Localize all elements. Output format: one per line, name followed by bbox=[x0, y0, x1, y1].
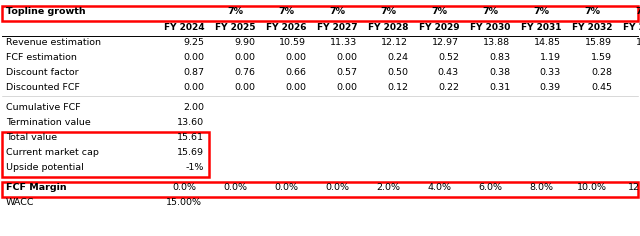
Text: 0.43: 0.43 bbox=[438, 68, 459, 77]
Text: 15.00%: 15.00% bbox=[166, 198, 202, 207]
Text: 7%: 7% bbox=[380, 7, 396, 16]
Text: 0.0%: 0.0% bbox=[223, 183, 247, 192]
Text: FCF estimation: FCF estimation bbox=[6, 53, 77, 62]
Text: 7%: 7% bbox=[482, 7, 498, 16]
Text: -1%: -1% bbox=[186, 163, 204, 172]
Text: 7%: 7% bbox=[635, 7, 640, 16]
Text: 0.45: 0.45 bbox=[591, 83, 612, 92]
Text: 0.38: 0.38 bbox=[489, 68, 510, 77]
Bar bbox=[2, 6, 638, 21]
Text: Termination value: Termination value bbox=[6, 118, 91, 127]
Text: 6.0%: 6.0% bbox=[478, 183, 502, 192]
Text: FY 2033: FY 2033 bbox=[623, 23, 640, 32]
Text: 0.00: 0.00 bbox=[336, 83, 357, 92]
Text: 9.25: 9.25 bbox=[183, 38, 204, 47]
Text: Topline growth: Topline growth bbox=[6, 7, 86, 16]
Text: 0.00: 0.00 bbox=[183, 53, 204, 62]
Text: 7%: 7% bbox=[278, 7, 294, 16]
Text: 0.0%: 0.0% bbox=[172, 183, 196, 192]
Text: 2.00: 2.00 bbox=[183, 103, 204, 112]
Text: 0.57: 0.57 bbox=[336, 68, 357, 77]
Text: Total value: Total value bbox=[6, 133, 57, 142]
Text: 7%: 7% bbox=[533, 7, 549, 16]
Text: 7%: 7% bbox=[227, 7, 243, 16]
Text: 0.00: 0.00 bbox=[285, 53, 306, 62]
Text: 12.97: 12.97 bbox=[432, 38, 459, 47]
Text: FY 2032: FY 2032 bbox=[572, 23, 612, 32]
Text: 17.01: 17.01 bbox=[636, 38, 640, 47]
Text: FY 2025: FY 2025 bbox=[215, 23, 255, 32]
Text: 0.22: 0.22 bbox=[438, 83, 459, 92]
Text: 12.12: 12.12 bbox=[381, 38, 408, 47]
Text: 2.0%: 2.0% bbox=[376, 183, 400, 192]
Text: Current market cap: Current market cap bbox=[6, 148, 99, 157]
Text: 1.19: 1.19 bbox=[540, 53, 561, 62]
Text: Cumulative FCF: Cumulative FCF bbox=[6, 103, 81, 112]
Text: 0.00: 0.00 bbox=[183, 83, 204, 92]
Text: 10.0%: 10.0% bbox=[577, 183, 607, 192]
Text: 7%: 7% bbox=[584, 7, 600, 16]
Text: 0.31: 0.31 bbox=[489, 83, 510, 92]
Text: 0.0%: 0.0% bbox=[274, 183, 298, 192]
Text: 0.83: 0.83 bbox=[489, 53, 510, 62]
Text: Discounted FCF: Discounted FCF bbox=[6, 83, 80, 92]
Text: 0.00: 0.00 bbox=[234, 53, 255, 62]
Text: 0.66: 0.66 bbox=[285, 68, 306, 77]
Text: 0.00: 0.00 bbox=[336, 53, 357, 62]
Text: 15.89: 15.89 bbox=[585, 38, 612, 47]
Text: 7%: 7% bbox=[329, 7, 345, 16]
Text: 0.33: 0.33 bbox=[540, 68, 561, 77]
Text: 0.39: 0.39 bbox=[540, 83, 561, 92]
Text: FY 2026: FY 2026 bbox=[266, 23, 307, 32]
Text: 15.61: 15.61 bbox=[177, 133, 204, 142]
Text: 0.87: 0.87 bbox=[183, 68, 204, 77]
Text: 0.24: 0.24 bbox=[387, 53, 408, 62]
Text: Revenue estimation: Revenue estimation bbox=[6, 38, 101, 47]
Text: 15.69: 15.69 bbox=[177, 148, 204, 157]
Text: 0.28: 0.28 bbox=[591, 68, 612, 77]
Text: 12.0%: 12.0% bbox=[628, 183, 640, 192]
Text: 0.76: 0.76 bbox=[234, 68, 255, 77]
Text: 7%: 7% bbox=[431, 7, 447, 16]
Text: FY 2024: FY 2024 bbox=[164, 23, 204, 32]
Text: FCF Margin: FCF Margin bbox=[6, 183, 67, 192]
Text: FY 2030: FY 2030 bbox=[470, 23, 510, 32]
Bar bbox=[2, 182, 638, 197]
Text: 4.0%: 4.0% bbox=[427, 183, 451, 192]
Text: 1.59: 1.59 bbox=[591, 53, 612, 62]
Text: 9.90: 9.90 bbox=[234, 38, 255, 47]
Text: 10.59: 10.59 bbox=[279, 38, 306, 47]
Text: 13.88: 13.88 bbox=[483, 38, 510, 47]
Text: 0.0%: 0.0% bbox=[325, 183, 349, 192]
Text: 13.60: 13.60 bbox=[177, 118, 204, 127]
Text: 0.50: 0.50 bbox=[387, 68, 408, 77]
Text: 0.00: 0.00 bbox=[234, 83, 255, 92]
Text: 11.33: 11.33 bbox=[330, 38, 357, 47]
Text: WACC: WACC bbox=[6, 198, 35, 207]
Text: FY 2028: FY 2028 bbox=[368, 23, 408, 32]
Bar bbox=[2, 132, 209, 177]
Text: 8.0%: 8.0% bbox=[529, 183, 553, 192]
Text: FY 2031: FY 2031 bbox=[521, 23, 561, 32]
Text: FY 2029: FY 2029 bbox=[419, 23, 460, 32]
Text: FY 2027: FY 2027 bbox=[317, 23, 357, 32]
Text: 0.12: 0.12 bbox=[387, 83, 408, 92]
Text: Upside potential: Upside potential bbox=[6, 163, 84, 172]
Text: 0.52: 0.52 bbox=[438, 53, 459, 62]
Text: Discount factor: Discount factor bbox=[6, 68, 79, 77]
Text: 0.00: 0.00 bbox=[285, 83, 306, 92]
Text: 14.85: 14.85 bbox=[534, 38, 561, 47]
